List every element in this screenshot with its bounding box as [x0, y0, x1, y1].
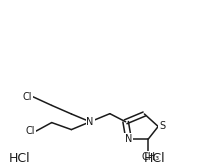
Text: HCl: HCl — [143, 151, 165, 164]
Text: HCl: HCl — [8, 151, 30, 164]
Text: Cl: Cl — [22, 92, 32, 102]
Text: CH₃: CH₃ — [141, 151, 159, 161]
Text: N: N — [125, 134, 132, 144]
Text: S: S — [159, 121, 165, 131]
Text: Cl: Cl — [25, 126, 35, 136]
Text: N: N — [86, 117, 94, 127]
